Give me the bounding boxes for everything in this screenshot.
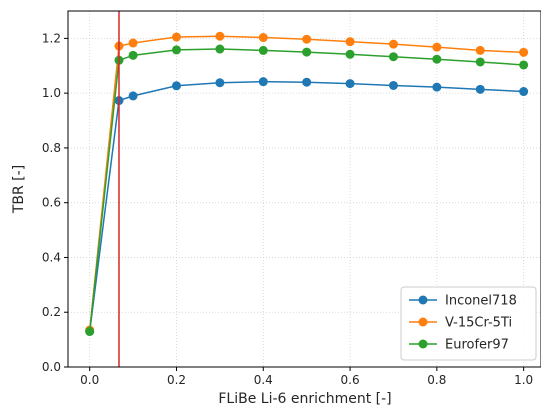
y-axis-title: TBR [-] [11, 165, 27, 214]
data-point-inconel718 [475, 84, 485, 94]
data-point-v-15cr-5ti [519, 47, 529, 57]
data-point-eurofer97 [345, 49, 355, 59]
legend-label-inconel718: Inconel718 [445, 294, 517, 309]
data-point-inconel718 [345, 79, 355, 89]
data-point-v-15cr-5ti [128, 38, 138, 48]
data-point-inconel718 [302, 77, 312, 87]
data-point-eurofer97 [475, 57, 485, 67]
data-point-v-15cr-5ti [302, 34, 312, 44]
data-point-v-15cr-5ti [432, 42, 442, 52]
x-axis-title: FLiBe Li-6 enrichment [-] [218, 391, 391, 407]
data-point-v-15cr-5ti [345, 37, 355, 47]
data-point-inconel718 [519, 87, 529, 97]
legend: Inconel718 V-15Cr-5Ti Eurofer97 [400, 286, 537, 361]
legend-label-v-15cr-5ti: V-15Cr-5Ti [445, 316, 512, 331]
data-point-eurofer97 [128, 50, 138, 60]
y-axis-ticks: 0.0 0.2 0.4 0.6 0.8 1.0 1.2 [42, 31, 68, 374]
x-tick-label: 0.2 [167, 373, 186, 387]
data-point-v-15cr-5ti [171, 32, 181, 42]
x-tick-label: 1.0 [514, 373, 533, 387]
x-axis-ticks: 0.0 0.2 0.4 0.6 0.8 1.0 [80, 367, 533, 387]
data-point-v-15cr-5ti [388, 39, 398, 49]
legend-marker-v-15cr-5ti [418, 317, 428, 327]
y-tick-label: 0.4 [42, 250, 61, 264]
data-point-eurofer97 [171, 45, 181, 55]
data-point-eurofer97 [432, 54, 442, 64]
y-tick-label: 0.6 [42, 196, 61, 210]
y-tick-label: 1.0 [42, 86, 61, 100]
y-tick-label: 0.0 [42, 360, 61, 374]
plot-frame [67, 10, 541, 368]
data-point-inconel718 [388, 80, 398, 90]
data-point-inconel718 [215, 78, 225, 88]
data-point-eurofer97 [519, 60, 529, 70]
data-point-inconel718 [258, 77, 268, 87]
data-point-v-15cr-5ti [258, 33, 268, 43]
data-point-inconel718 [432, 82, 442, 92]
legend-label-eurofer97: Eurofer97 [445, 338, 509, 353]
data-point-eurofer97 [388, 52, 398, 62]
series-group [85, 31, 529, 336]
x-tick-label: 0.0 [80, 373, 99, 387]
x-tick-label: 0.4 [254, 373, 273, 387]
data-point-eurofer97 [302, 47, 312, 57]
data-point-inconel718 [128, 91, 138, 101]
y-tick-label: 0.2 [42, 305, 61, 319]
series-inconel718 [85, 77, 529, 336]
data-point-eurofer97 [85, 326, 95, 336]
data-point-v-15cr-5ti [475, 45, 485, 55]
x-tick-label: 0.8 [427, 373, 446, 387]
x-tick-label: 0.6 [341, 373, 360, 387]
data-point-inconel718 [171, 81, 181, 91]
y-tick-label: 1.2 [42, 31, 61, 45]
legend-box [400, 286, 537, 361]
legend-marker-inconel718 [418, 295, 428, 305]
y-tick-label: 0.8 [42, 141, 61, 155]
data-point-v-15cr-5ti [215, 31, 225, 41]
legend-marker-eurofer97 [418, 339, 428, 349]
data-point-eurofer97 [215, 44, 225, 54]
data-point-eurofer97 [258, 45, 268, 55]
series-eurofer97 [85, 44, 529, 336]
